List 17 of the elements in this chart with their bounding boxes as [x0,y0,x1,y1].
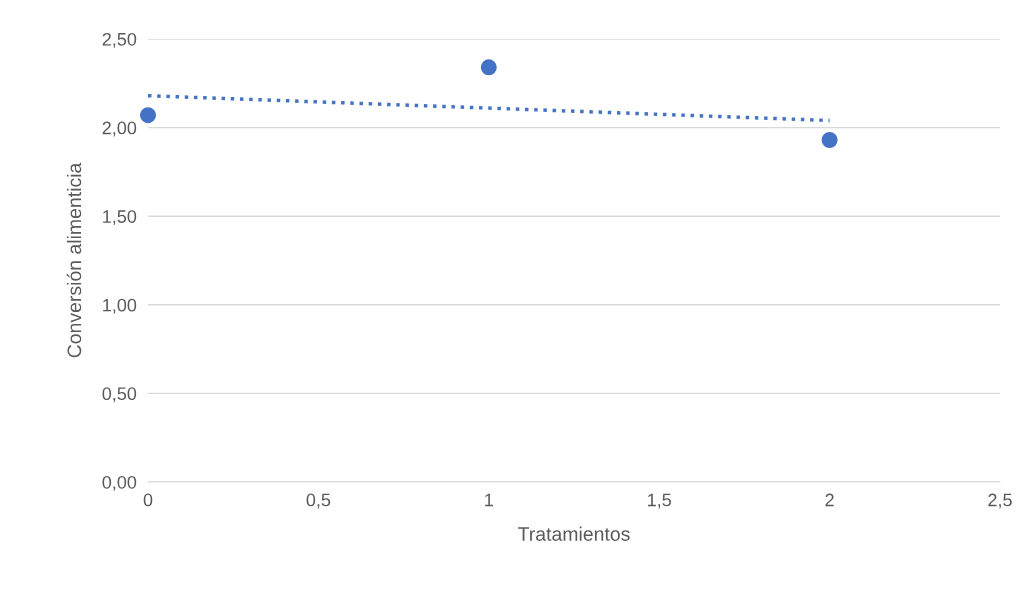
y-tick-label: 1,00 [103,298,137,314]
x-tick-label: 0,5 [306,493,331,509]
x-tick-label: 1 [485,493,493,507]
y-tick-label: 0,00 [102,475,137,491]
y-tick-label: 2,50 [102,32,137,48]
x-tick-label: 0 [143,493,153,507]
x-tick-label: 2,5 [988,493,1012,509]
y-axis-title: Conversión alimenticia [66,162,82,358]
point [480,59,497,76]
x-axis-title: Tratamientos [518,526,630,541]
y-tick-label: 0,50 [102,387,137,403]
y-tick-label: 1,50 [103,210,137,226]
point [821,132,838,148]
x-tick-label: 1,5 [648,493,671,509]
x-tick-label: 2 [825,493,834,507]
point [140,107,156,124]
y-tick-label: 2,00 [102,121,137,137]
